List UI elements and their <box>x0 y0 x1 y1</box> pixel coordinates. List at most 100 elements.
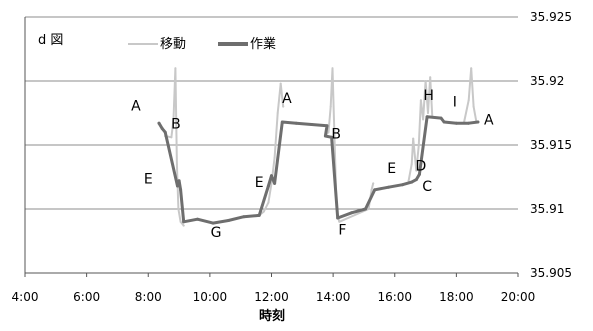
series-1-point-15 <box>280 120 284 124</box>
x-tick-label-7: 18:00 <box>439 290 474 304</box>
series-0-point-15 <box>282 105 285 108</box>
series-1-point-10 <box>242 215 246 219</box>
annotation-1: B <box>171 116 181 132</box>
series-1-point-14 <box>273 181 277 185</box>
annotation-7: F <box>338 223 346 239</box>
series-1-point-24 <box>373 188 377 192</box>
series-1-point-21 <box>336 216 340 220</box>
series-1-point-9 <box>226 219 230 222</box>
x-tick-label-1: 6:00 <box>73 290 100 304</box>
series-1-point-11 <box>257 213 261 217</box>
series-0-point-13 <box>276 112 279 114</box>
series-1-point-23 <box>364 207 367 211</box>
annotation-12: I <box>453 95 457 111</box>
series-1-point-32 <box>442 120 446 124</box>
series-0-point-31 <box>417 144 420 146</box>
series-layer <box>157 67 480 227</box>
series-0-point-29 <box>412 137 415 140</box>
series-1-point-27 <box>410 180 414 184</box>
annotation-9: D <box>416 159 427 175</box>
series-1-point-12 <box>266 184 270 188</box>
series-0-point-18 <box>329 105 332 108</box>
series-1-point-13 <box>270 174 273 178</box>
annotation-3: G <box>211 225 222 241</box>
series-0-point-23 <box>338 220 341 223</box>
annotation-11: H <box>423 88 434 104</box>
series-0-point-11 <box>270 182 273 185</box>
series-1-point-26 <box>401 183 404 187</box>
series-0-point-28 <box>410 163 413 166</box>
series-0-point-33 <box>422 118 425 121</box>
series-1-point-30 <box>425 115 429 119</box>
series-line-1 <box>157 115 480 225</box>
x-axis-title: 時刻 <box>259 308 285 324</box>
annotation-2: E <box>144 171 153 187</box>
series-0-point-12 <box>273 156 276 159</box>
legend-label-move: 移動 <box>160 37 186 52</box>
series-0-point-40 <box>470 67 473 70</box>
series-0-point-32 <box>419 99 422 102</box>
series-1-point-22 <box>350 211 354 215</box>
series-1-point-6 <box>182 220 186 224</box>
series-0-point-10 <box>267 201 270 204</box>
series-0-point-17 <box>327 131 330 134</box>
series-0-point-25 <box>370 188 373 191</box>
x-tick-label-3: 10:00 <box>193 290 228 304</box>
x-tick-label-0: 4:00 <box>12 290 39 304</box>
series-0-point-30 <box>415 169 418 172</box>
x-tick-label-2: 8:00 <box>135 290 162 304</box>
series-0-point-14 <box>279 82 282 85</box>
legend-label-work: 作業 <box>250 36 276 52</box>
x-tick-label-5: 14:00 <box>316 290 351 304</box>
grid-layer <box>25 16 518 274</box>
y-tick-label-0: 35.905 <box>530 266 572 280</box>
series-0-point-5 <box>177 208 180 210</box>
series-1-point-7 <box>196 217 199 221</box>
series-0-point-6 <box>179 220 182 223</box>
series-0-point-20 <box>333 144 336 146</box>
annotation-5: A <box>282 91 292 107</box>
series-1 <box>157 115 480 225</box>
x-tick-label-8: 20:00 <box>501 290 536 304</box>
series-0-point-4 <box>175 163 178 166</box>
annotation-10: C <box>422 179 432 195</box>
legend: 移動 作業 <box>128 36 276 52</box>
series-1-point-20 <box>330 135 334 139</box>
annotation-6: B <box>331 127 341 143</box>
y-tick-label-1: 35.91 <box>530 202 564 216</box>
annotation-0: A <box>131 98 141 114</box>
series-0-point-19 <box>331 67 334 70</box>
series-1-point-0 <box>157 121 161 125</box>
panel-label: d 図 <box>38 33 63 48</box>
series-0-point-34 <box>424 80 427 82</box>
series-1-point-33 <box>454 121 458 125</box>
series-0-point-35 <box>427 112 429 114</box>
series-1-point-17 <box>310 123 314 126</box>
series-0-point-3 <box>174 67 177 70</box>
series-0-point-2 <box>172 118 175 121</box>
series-1-point-29 <box>417 172 421 176</box>
series-0-point-41 <box>472 105 475 108</box>
series-0-point-26 <box>372 182 375 185</box>
series-1-point-31 <box>439 116 443 120</box>
series-0-point-7 <box>182 224 185 227</box>
series-1-point-25 <box>387 185 391 189</box>
series-1-point-5 <box>179 188 183 192</box>
tick-layer: 4:00 6:00 8:00 10:00 12:00 14:00 16:00 18:00 20:… <box>12 10 572 304</box>
annotation-4: E <box>255 175 264 191</box>
y-tick-label-4: 35.925 <box>530 10 572 24</box>
x-tick-label-4: 12:00 <box>254 290 289 304</box>
series-1-point-4 <box>177 179 181 183</box>
series-0-point-39 <box>467 99 470 102</box>
series-1-point-2 <box>163 130 167 134</box>
series-1-point-3 <box>176 184 179 188</box>
series-0-point-9 <box>262 210 265 213</box>
series-1-point-18 <box>325 124 329 128</box>
series-0-point-36 <box>429 76 432 79</box>
series-1-point-34 <box>467 121 471 125</box>
series-1-point-1 <box>160 126 164 130</box>
series-0-point-24 <box>367 208 370 210</box>
series-1-point-8 <box>211 221 215 225</box>
annotation-8: E <box>387 161 396 177</box>
